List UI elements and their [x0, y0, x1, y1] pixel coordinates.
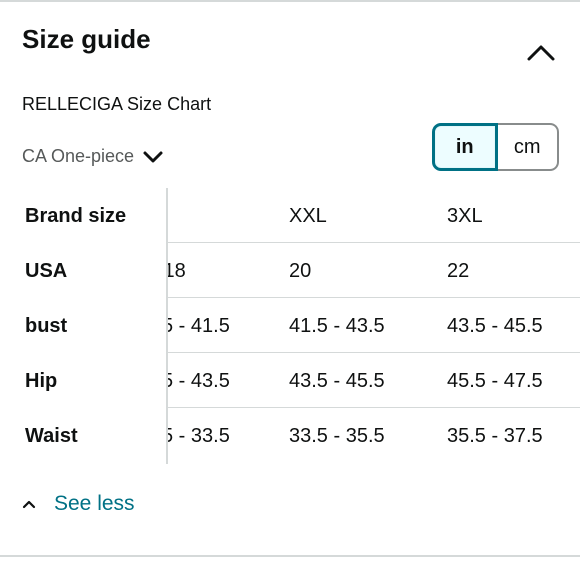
- row-header-waist: Waist: [25, 425, 78, 447]
- table-cell: 43.5 - 45.5: [289, 370, 385, 392]
- row-header-brand-size: Brand size: [25, 205, 127, 227]
- unit-toggle: in cm: [432, 123, 559, 171]
- unit-cm-button[interactable]: cm: [497, 123, 559, 171]
- table-cell: 45.5 - 47.5: [447, 370, 543, 392]
- row-header-bust: bust: [25, 315, 68, 337]
- column-header-xxl: XXL: [289, 205, 327, 227]
- region-dropdown[interactable]: CA One-piece: [22, 146, 164, 167]
- table-cell: 33.5 - 35.5: [289, 425, 385, 447]
- row-header-usa: USA: [25, 260, 68, 282]
- table-cell: 35.5 - 37.5: [447, 425, 543, 447]
- chevron-down-icon: [143, 151, 163, 162]
- page-title: Size guide: [22, 24, 151, 54]
- column-header-3xl: 3XL: [447, 205, 483, 227]
- chevron-up-icon: [527, 45, 555, 61]
- collapse-button[interactable]: [524, 38, 558, 68]
- table-cell: 20: [289, 260, 312, 282]
- size-chart-name: RELLECIGA Size Chart: [22, 94, 212, 114]
- row-divider: [168, 297, 580, 298]
- row-header-hip: Hip: [25, 370, 58, 392]
- row-divider: [168, 407, 580, 408]
- table-cell: 41.5 - 43.5: [289, 315, 385, 337]
- size-table: Brand size USA bust Hip Waist /18 5 - 41…: [0, 188, 580, 464]
- row-divider: [168, 352, 580, 353]
- top-divider: [0, 0, 580, 2]
- unit-in-button[interactable]: in: [432, 123, 498, 171]
- row-header-column: Brand size USA bust Hip Waist: [0, 188, 168, 464]
- see-less-link[interactable]: See less: [22, 492, 135, 516]
- region-selected: CA One-piece: [22, 146, 135, 166]
- table-cell: 5 - 33.5: [168, 425, 230, 447]
- chevron-up-icon: [22, 500, 36, 509]
- see-less-label: See less: [54, 492, 135, 515]
- table-scroll-area[interactable]: /18 5 - 41.5 5 - 43.5 5 - 33.5 XXL 20 41…: [168, 188, 580, 464]
- table-cell: 43.5 - 45.5: [447, 315, 543, 337]
- table-cell: 5 - 43.5: [168, 370, 230, 392]
- table-cell: /18: [168, 260, 186, 282]
- table-cell: 5 - 41.5: [168, 315, 230, 337]
- bottom-divider: [0, 555, 580, 557]
- row-divider: [168, 242, 580, 243]
- table-cell: 22: [447, 260, 470, 282]
